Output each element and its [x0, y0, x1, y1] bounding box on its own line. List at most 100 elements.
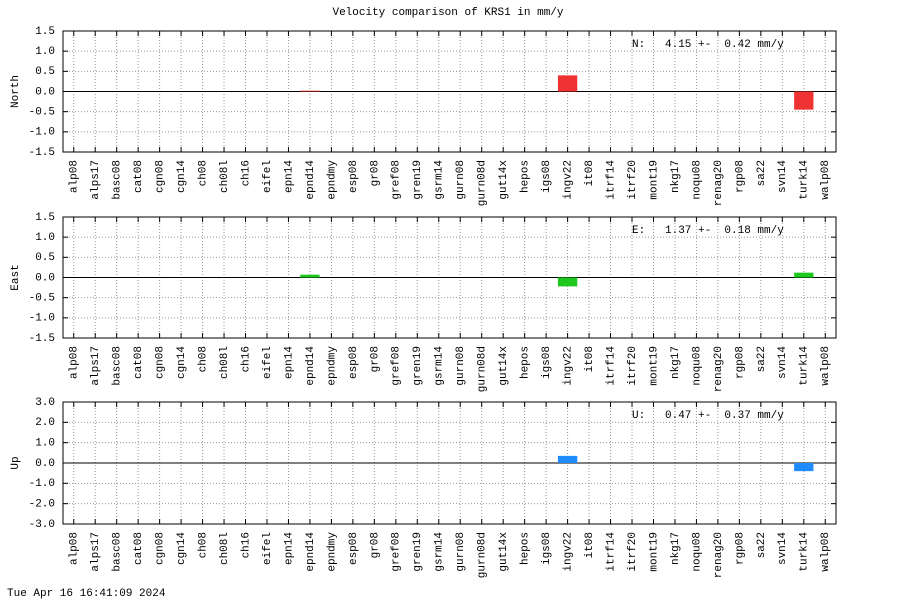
y-tick-label: -0.5	[29, 293, 55, 305]
x-tick-label: renag20	[713, 532, 725, 578]
y-tick-label: -1.0	[29, 127, 55, 139]
y-tick-label: 0.0	[35, 458, 55, 470]
y-tick-label: 1.0	[35, 232, 55, 244]
y-tick-label: 1.0	[35, 46, 55, 58]
x-tick-label: gr08	[369, 346, 381, 372]
x-tick-label: it08	[584, 160, 596, 186]
x-tick-label: ch16	[240, 160, 252, 186]
x-tick-label: cgn08	[155, 160, 167, 193]
x-tick-label: ch08	[197, 532, 209, 558]
x-tick-label: it08	[584, 532, 596, 558]
x-tick-label: alps17	[90, 532, 102, 572]
x-tick-label: svn14	[777, 532, 789, 565]
x-tick-label: gurn08	[455, 532, 467, 572]
x-tick-label: svn14	[777, 160, 789, 193]
x-tick-label: epnd14	[305, 160, 317, 200]
x-tick-label: eifel	[262, 160, 274, 193]
x-tick-label: walp08	[820, 532, 832, 572]
x-tick-label: gren19	[412, 160, 424, 200]
x-tick-label: turk14	[799, 160, 811, 200]
x-tick-label: esp08	[348, 160, 360, 193]
x-tick-label: basc08	[112, 532, 124, 572]
x-tick-label: igs08	[541, 346, 553, 379]
x-tick-label: gurn08d	[477, 346, 489, 392]
x-tick-label: cgn14	[176, 346, 188, 379]
x-tick-label: cat08	[133, 532, 145, 565]
x-tick-label: itrf20	[627, 160, 639, 200]
x-tick-label: cgn14	[176, 160, 188, 193]
x-tick-label: epnd14	[305, 346, 317, 386]
bar	[794, 272, 814, 278]
x-tick-label: gr08	[369, 160, 381, 186]
x-tick-label: turk14	[799, 346, 811, 386]
y-tick-label: -1.5	[29, 333, 55, 345]
x-tick-label: gurn08	[455, 346, 467, 386]
x-tick-label: gurn08d	[477, 532, 489, 578]
bar	[557, 277, 578, 287]
plot-frame	[62, 30, 837, 153]
x-tick-label: sa22	[756, 346, 768, 372]
x-tick-label: alp08	[69, 532, 81, 565]
x-tick-label: noqu08	[691, 532, 703, 572]
y-tick-label: 0.0	[35, 272, 55, 284]
x-tick-label: turk14	[799, 532, 811, 572]
y-tick-label: -1.0	[29, 313, 55, 325]
x-tick-label: gsrm14	[434, 160, 446, 200]
x-tick-label: ingv22	[563, 346, 575, 386]
x-tick-label: nkg17	[670, 532, 682, 565]
x-tick-label: ingv22	[563, 532, 575, 572]
y-tick-label: 0.0	[35, 86, 55, 98]
x-tick-label: gren19	[412, 532, 424, 572]
x-tick-label: sa22	[756, 532, 768, 558]
x-tick-label: gref08	[391, 532, 403, 572]
x-tick-label: noqu08	[691, 346, 703, 386]
x-tick-label: epn14	[283, 346, 295, 379]
x-tick-label: basc08	[112, 160, 124, 200]
x-tick-label: itrf20	[627, 532, 639, 572]
y-tick-label: 1.0	[35, 438, 55, 450]
x-tick-label: esp08	[348, 532, 360, 565]
bar	[557, 75, 578, 92]
x-tick-label: ch08	[197, 346, 209, 372]
x-tick-label: gut14x	[498, 160, 510, 200]
x-tick-label: hepos	[520, 346, 532, 379]
x-tick-label: mont19	[648, 346, 660, 386]
x-tick-label: mont19	[648, 532, 660, 572]
x-tick-label: alps17	[90, 346, 102, 386]
y-tick-label: -2.0	[29, 499, 55, 511]
bar	[300, 90, 320, 92]
x-tick-label: gren19	[412, 346, 424, 386]
annotation: U: 0.47 +- 0.37 mm/y	[632, 410, 784, 422]
x-tick-label: cat08	[133, 346, 145, 379]
y-tick-label: 2.0	[35, 417, 55, 429]
x-tick-label: gurn08d	[477, 160, 489, 206]
y-tick-label: 1.5	[35, 212, 55, 224]
y-tick-label: -0.5	[29, 107, 55, 119]
x-tick-label: ch08l	[219, 160, 231, 193]
x-tick-label: gsrm14	[434, 532, 446, 572]
x-tick-label: gut14x	[498, 346, 510, 386]
x-tick-label: epn14	[283, 532, 295, 565]
x-tick-label: ch16	[240, 532, 252, 558]
y-tick-label: 3.0	[35, 397, 55, 409]
x-tick-label: ch08l	[219, 346, 231, 379]
bar	[794, 91, 814, 110]
x-tick-label: cgn14	[176, 532, 188, 565]
x-tick-label: alps17	[90, 160, 102, 200]
x-tick-label: it08	[584, 346, 596, 372]
x-tick-label: svn14	[777, 346, 789, 379]
x-tick-label: ingv22	[563, 160, 575, 200]
y-tick-label: -1.5	[29, 147, 55, 159]
x-tick-label: eifel	[262, 346, 274, 379]
timestamp: Tue Apr 16 16:41:09 2024	[7, 588, 166, 600]
bar	[794, 463, 814, 472]
x-tick-label: gurn08	[455, 160, 467, 200]
x-tick-label: renag20	[713, 160, 725, 206]
y-axis-label: Up	[10, 456, 22, 469]
x-tick-label: ch16	[240, 346, 252, 372]
x-tick-label: esp08	[348, 346, 360, 379]
x-tick-label: mont19	[648, 160, 660, 200]
x-tick-label: eifel	[262, 532, 274, 565]
